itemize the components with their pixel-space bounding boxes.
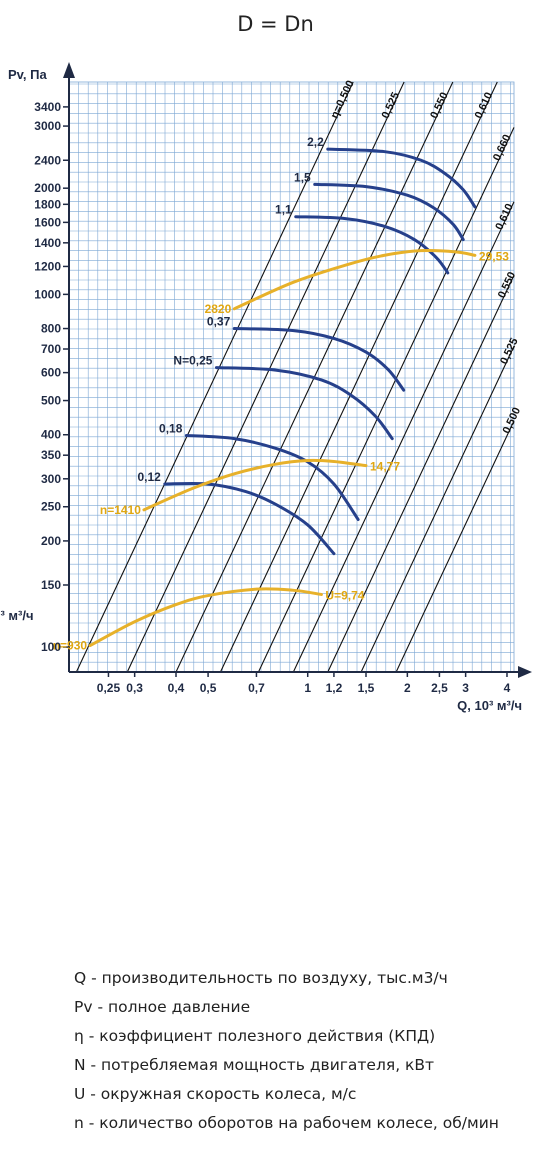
- grid: [68, 81, 515, 673]
- y-tick-label: 150: [41, 578, 61, 592]
- legend-item-eta: η - коэффициент полезного действия (КПД): [74, 1027, 436, 1045]
- speed-label: 2820: [205, 302, 232, 316]
- y-axis-label: Pv, Па: [8, 67, 48, 82]
- speed-curve: [232, 249, 477, 311]
- x-tick-label: 2: [404, 681, 411, 695]
- x-tick-label: 3: [462, 681, 469, 695]
- x-tick-label: 1,5: [358, 681, 375, 695]
- efficiency-label: η=0,500: [329, 79, 357, 121]
- x-axis-label: Q, 10³ м³/ч: [457, 698, 522, 713]
- efficiency-lines: [75, 81, 515, 673]
- x-axis-arrow: [518, 666, 532, 678]
- efficiency-label: 0,525: [380, 91, 403, 121]
- legend-item-q: Q - производительность по воздуху, тыс.м…: [74, 969, 448, 987]
- x-tick-label: 0,7: [248, 681, 265, 695]
- speed-curve: [142, 458, 368, 512]
- speed-curves: [88, 249, 477, 648]
- speed-end-label: U=9,74: [325, 588, 364, 602]
- efficiency-label: 0,610: [493, 202, 516, 232]
- y-tick-label: 300: [41, 472, 61, 486]
- legend-item-pv: Pv - полное давление: [74, 998, 251, 1016]
- power-label: N=0,25: [173, 354, 212, 368]
- efficiency-line: [75, 81, 354, 673]
- power-label: 2,2: [307, 135, 324, 149]
- legend: Q - производительность по воздуху, тыс.м…: [74, 964, 544, 1138]
- x-tick-label: 1,2: [326, 681, 343, 695]
- y-tick-label: 2000: [34, 181, 61, 195]
- y-tick-label: 1800: [34, 197, 61, 211]
- x-tick-label: 1: [304, 681, 311, 695]
- y-tick-label: 200: [41, 534, 61, 548]
- speed-label: n=930: [53, 639, 88, 653]
- performance-chart: η=0,500 0,525 0,550 0,610 0,660 0,610 0,550 0,5…: [0, 62, 532, 713]
- legend-item-n: N - потребляемая мощность двигателя, кВт: [74, 1056, 435, 1074]
- legend-item-u: U - окружная скорость колеса, м/с: [74, 1085, 357, 1103]
- y-tick-label: 250: [41, 500, 61, 514]
- efficiency-label: 0,525: [498, 336, 521, 366]
- y-tick-label: 1200: [34, 259, 61, 273]
- y-axis-side-label: 10³ м³/ч: [0, 608, 34, 623]
- x-tick-label: 0,4: [168, 681, 185, 695]
- legend-item-rpm: n - количество оборотов на рабочем колес…: [74, 1114, 499, 1132]
- y-tick-label: 1400: [34, 236, 61, 250]
- power-curve: [326, 147, 477, 209]
- speed-end-label: 29,53: [479, 249, 509, 263]
- power-label: 0,18: [159, 422, 183, 436]
- y-tick-label: 3000: [34, 119, 61, 133]
- y-tick-label: 600: [41, 366, 61, 380]
- y-tick-label: 500: [41, 394, 61, 408]
- power-label: 1,1: [275, 203, 292, 217]
- y-tick-label: 1000: [34, 287, 61, 301]
- efficiency-label: 0,550: [428, 91, 451, 121]
- axes: [63, 62, 532, 678]
- y-tick-label: 700: [41, 342, 61, 356]
- efficiency-label: 0,660: [491, 133, 514, 163]
- chart-title: D = Dn: [237, 12, 314, 36]
- x-tick-label: 0,25: [97, 681, 121, 695]
- efficiency-label: 0,500: [501, 406, 524, 436]
- efficiency-line: [327, 274, 515, 673]
- y-tick-label: 3400: [34, 100, 61, 114]
- speed-curve: [88, 587, 323, 648]
- efficiency-line: [219, 81, 498, 673]
- x-tick-label: 2,5: [431, 681, 448, 695]
- speed-end-label: 14,77: [370, 460, 400, 474]
- y-tick-label: 1600: [34, 215, 61, 229]
- power-curve: [294, 215, 450, 275]
- power-label: 0,37: [207, 315, 231, 329]
- x-tick-label: 0,5: [200, 681, 217, 695]
- power-curve: [313, 182, 465, 242]
- efficiency-line: [257, 127, 515, 673]
- efficiency-label: 0,610: [473, 91, 496, 121]
- y-tick-label: 350: [41, 448, 61, 462]
- y-tick-label: 400: [41, 428, 61, 442]
- efficiency-line: [126, 81, 405, 673]
- y-tick-label: 800: [41, 322, 61, 336]
- power-curve: [163, 481, 336, 556]
- power-label: 0,12: [137, 470, 161, 484]
- power-label: 1,5: [294, 170, 311, 184]
- x-tick-label: 4: [504, 681, 511, 695]
- y-axis-arrow: [63, 62, 75, 78]
- power-curve: [232, 327, 406, 392]
- y-tick-label: 2400: [34, 153, 61, 167]
- efficiency-line: [360, 345, 515, 673]
- y-tick-label: 100: [41, 640, 61, 654]
- power-curve: [184, 434, 360, 522]
- x-tick-label: 0,3: [126, 681, 143, 695]
- power-curve: [214, 366, 394, 441]
- efficiency-line: [292, 201, 515, 673]
- efficiency-label: 0,550: [496, 270, 519, 300]
- efficiency-line: [395, 420, 515, 673]
- speed-label: n=1410: [100, 503, 141, 517]
